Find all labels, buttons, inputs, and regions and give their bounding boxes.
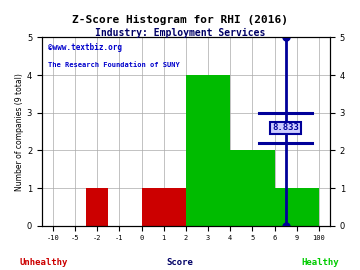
Bar <box>230 150 275 226</box>
Text: ©www.textbiz.org: ©www.textbiz.org <box>48 43 122 52</box>
Text: Score: Score <box>167 258 193 267</box>
Bar <box>141 188 186 226</box>
Bar <box>186 75 230 226</box>
Y-axis label: Number of companies (9 total): Number of companies (9 total) <box>15 73 24 191</box>
Text: Unhealthy: Unhealthy <box>19 258 67 267</box>
Bar <box>275 188 319 226</box>
Text: Industry: Employment Services: Industry: Employment Services <box>95 28 265 38</box>
Text: The Research Foundation of SUNY: The Research Foundation of SUNY <box>48 62 179 68</box>
Bar <box>86 188 108 226</box>
Text: 8.833: 8.833 <box>272 123 299 132</box>
Text: Healthy: Healthy <box>302 258 339 267</box>
Text: Z-Score Histogram for RHI (2016): Z-Score Histogram for RHI (2016) <box>72 15 288 25</box>
